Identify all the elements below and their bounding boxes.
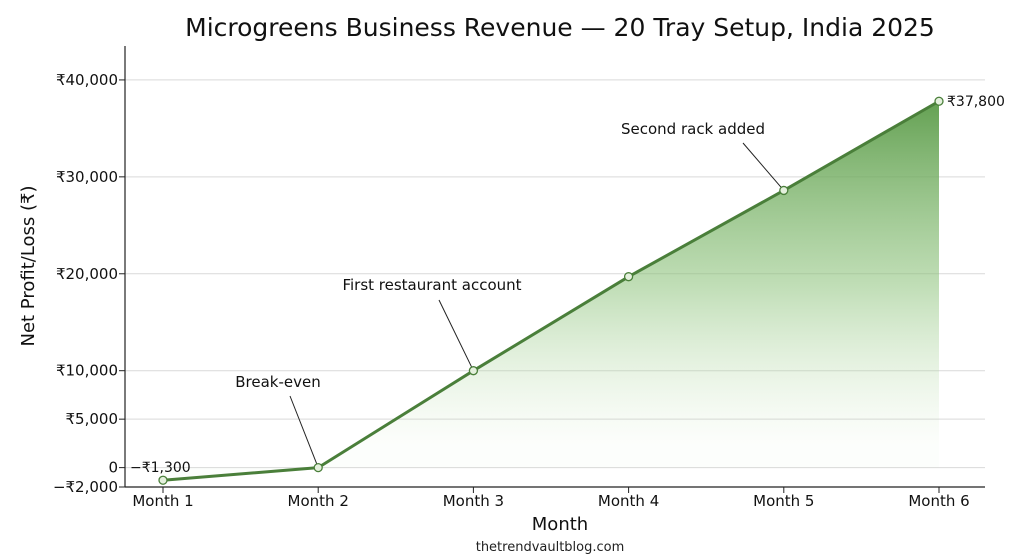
y-tick-label: ₹40,000 [56, 71, 118, 89]
data-value-label: −₹1,300 [130, 460, 191, 476]
area-fill-shape [163, 101, 939, 481]
x-axis-ticks: Month 1 Month 2 Month 3 Month 4 Month 5 Month… [132, 487, 970, 510]
data-point [779, 185, 789, 196]
footer-source: thetrendvaultblog.com [476, 540, 625, 555]
annotation-label: Break-even [235, 373, 321, 391]
annotation-leader [742, 142, 785, 191]
annotations: Break-even First restaurant account Second… [235, 120, 785, 468]
series-line [162, 99, 940, 482]
annotation-leader [438, 299, 474, 371]
x-tick-label: Month 4 [598, 492, 659, 510]
data-point [468, 366, 479, 376]
data-points [158, 96, 944, 485]
series-line-path [162, 99, 940, 482]
annotation-leader [289, 395, 319, 468]
y-tick-label: ₹10,000 [56, 362, 118, 380]
x-tick-label: Month 6 [908, 492, 969, 510]
data-point [158, 475, 168, 485]
x-tick-label: Month 5 [753, 492, 814, 510]
y-tick-label: ₹20,000 [56, 265, 118, 283]
y-tick-label: ₹5,000 [66, 410, 119, 428]
x-tick-label: Month 1 [132, 492, 193, 510]
x-tick-label: Month 2 [288, 492, 349, 510]
annotation-label: First restaurant account [342, 276, 521, 294]
data-point [623, 272, 634, 282]
y-tick-label: 0 [108, 459, 118, 477]
data-point [934, 96, 944, 106]
data-value-label: ₹37,800 [947, 94, 1005, 110]
x-tick-label: Month 3 [443, 492, 504, 510]
y-axis-title: Net Profit/Loss (₹) [18, 185, 39, 346]
area-fill [163, 101, 939, 481]
x-axis-title: Month [532, 514, 588, 535]
axes [124, 46, 985, 488]
y-tick-label: ₹30,000 [56, 168, 118, 186]
chart-title: Microgreens Business Revenue — 20 Tray S… [185, 13, 935, 42]
annotation-label: Second rack added [621, 120, 765, 138]
data-labels: −₹1,300 ₹37,800 [130, 94, 1005, 476]
data-point [313, 462, 323, 473]
y-tick-label: −₹2,000 [53, 478, 118, 496]
